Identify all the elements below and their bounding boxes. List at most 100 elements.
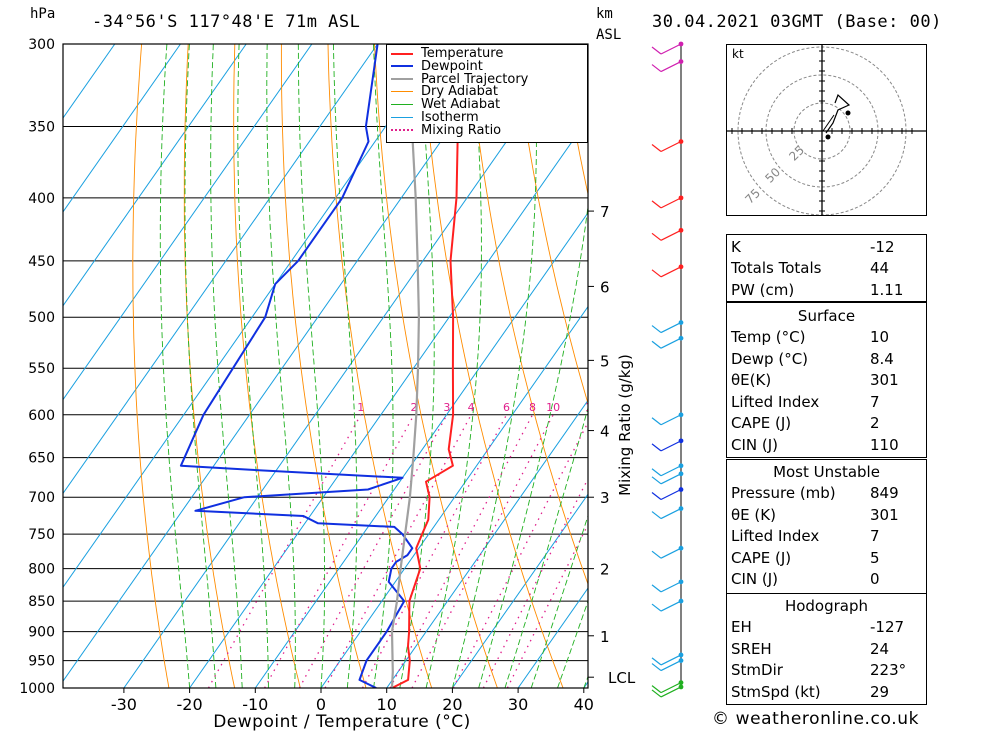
wind-barb xyxy=(660,266,682,278)
pressure-tick-950: 950 xyxy=(28,654,55,670)
wind-barb xyxy=(660,465,682,477)
dry-adiabat xyxy=(374,44,498,688)
hodograph-plot: 25 50 75 xyxy=(727,45,926,215)
km-tick-1: 1 xyxy=(600,628,610,646)
surface-panel: Surface Temp (°C) 10 Dewp (°C) 8.4 θE(K) 30… xyxy=(726,302,927,458)
kt-label: kt xyxy=(732,47,744,61)
wind-barb-flag xyxy=(651,689,662,698)
pressure-tick-300: 300 xyxy=(28,37,55,53)
wind-barb xyxy=(660,581,682,593)
km-tick-5: 5 xyxy=(600,352,610,370)
km-tick-6: 6 xyxy=(600,278,610,296)
isotherm xyxy=(63,44,313,401)
wind-level-dot xyxy=(678,658,684,663)
mixing-ratio-label-25: 25 xyxy=(636,401,650,414)
km-tick-3: 3 xyxy=(600,489,610,507)
pressure-tick-350: 350 xyxy=(28,119,55,135)
unstable-panel: Most Unstable Pressure (mb) 849 θE (K) 301… xyxy=(726,459,927,594)
wind-barb xyxy=(660,682,682,694)
wind-barb xyxy=(660,229,682,241)
wet-adiabat xyxy=(332,44,358,688)
mixing-ratio-line xyxy=(324,414,472,688)
wind-barb xyxy=(660,140,682,153)
mixing-ratio-label-2: 2 xyxy=(411,401,418,414)
legend-item-dewpoint: Dewpoint xyxy=(387,60,587,74)
series-parcel-trajectory xyxy=(390,44,420,688)
wet-adiabat xyxy=(399,44,435,688)
dry-adiabat xyxy=(280,44,367,688)
mixing-ratio-line xyxy=(207,414,362,688)
wind-barb xyxy=(660,508,682,520)
mixing-ratio-label-1: 1 xyxy=(357,401,364,414)
wind-barb-flag xyxy=(651,603,662,612)
wind-barb-flag xyxy=(651,685,662,694)
isotherm xyxy=(63,44,510,683)
temp-tick--10: -10 xyxy=(242,695,268,714)
mixing-ratio-line xyxy=(482,477,588,688)
wind-barb xyxy=(660,322,682,334)
hpa-label: hPa xyxy=(30,6,56,22)
wet-adiabat xyxy=(451,44,537,688)
mixing-ratio-label-6: 6 xyxy=(503,401,510,414)
x-axis-label: Dewpoint / Temperature (°C) xyxy=(213,712,471,732)
mixing-ratio-line xyxy=(389,414,534,688)
wind-barb-flag xyxy=(651,64,662,73)
mu-cin-row: CIN (J) 0 xyxy=(731,570,880,589)
mixing-ratio-line xyxy=(298,414,448,688)
legend-item-temperature: Temperature xyxy=(387,47,587,61)
mu-thetae-row: θE (K) 301 xyxy=(731,505,899,524)
location-title: -34°56'S 117°48'E 71m ASL xyxy=(92,12,361,32)
series-dewpoint xyxy=(179,44,414,688)
mu-cape-row: CAPE (J) 5 xyxy=(731,548,880,567)
wet-adiabat xyxy=(266,44,296,688)
wet-adiabat xyxy=(210,44,243,688)
hodograph-panel: kt 25 50 75 xyxy=(726,44,927,216)
isotherm xyxy=(189,117,588,688)
hodo-ring-75: 75 xyxy=(742,186,763,207)
wet-adiabat xyxy=(373,44,394,688)
pressure-tick-550: 550 xyxy=(28,361,55,377)
legend-item-parcel: Parcel Trajectory xyxy=(387,73,587,87)
wind-barb-flag xyxy=(651,46,662,55)
wind-barb xyxy=(660,654,682,666)
wind-barb-flag xyxy=(651,663,662,672)
wind-barb-flag xyxy=(651,657,662,666)
wind-barb-flag xyxy=(651,511,662,520)
dry-adiabat xyxy=(132,44,170,688)
wind-barb xyxy=(660,440,682,452)
wind-barb-flag xyxy=(651,417,662,426)
wind-barb xyxy=(660,473,682,485)
wet-adiabat xyxy=(184,44,217,688)
mu-pressure-row: Pressure (mb) 849 xyxy=(731,484,899,503)
km-tick-4: 4 xyxy=(600,423,610,441)
wind-level-dot xyxy=(678,579,684,585)
wind-barb xyxy=(660,197,682,209)
wind-barb-flag xyxy=(651,468,662,477)
surface-cin-row: CIN (J) 110 xyxy=(731,435,899,454)
isotherm xyxy=(63,44,181,213)
legend-item-wet-adiabat: Wet Adiabat xyxy=(387,98,587,112)
mixing-ratio-label-8: 8 xyxy=(529,401,536,414)
mixing-ratio-line xyxy=(264,414,415,688)
surface-li-row: Lifted Index 7 xyxy=(731,392,880,411)
hodograph-title: Hodograph xyxy=(784,596,869,615)
wet-adiabat xyxy=(425,44,482,688)
wind-barb-flag xyxy=(651,476,662,485)
wind-barb xyxy=(660,600,682,612)
pressure-tick-600: 600 xyxy=(28,408,55,424)
wind-barb-flag xyxy=(651,443,662,452)
isotherm xyxy=(451,493,588,688)
km-tick-2: 2 xyxy=(600,561,610,579)
wind-barb xyxy=(660,660,682,672)
pressure-tick-850: 850 xyxy=(28,594,55,610)
wind-level-dot xyxy=(678,545,684,551)
km-tick-7: 7 xyxy=(600,203,610,221)
wind-barb xyxy=(660,61,682,73)
isotherm xyxy=(254,211,588,688)
series-temperature xyxy=(391,44,470,688)
wind-barb-flag xyxy=(651,325,662,334)
pressure-tick-650: 650 xyxy=(28,451,55,467)
unstable-title: Most Unstable xyxy=(773,462,880,481)
wind-barb xyxy=(660,547,682,559)
